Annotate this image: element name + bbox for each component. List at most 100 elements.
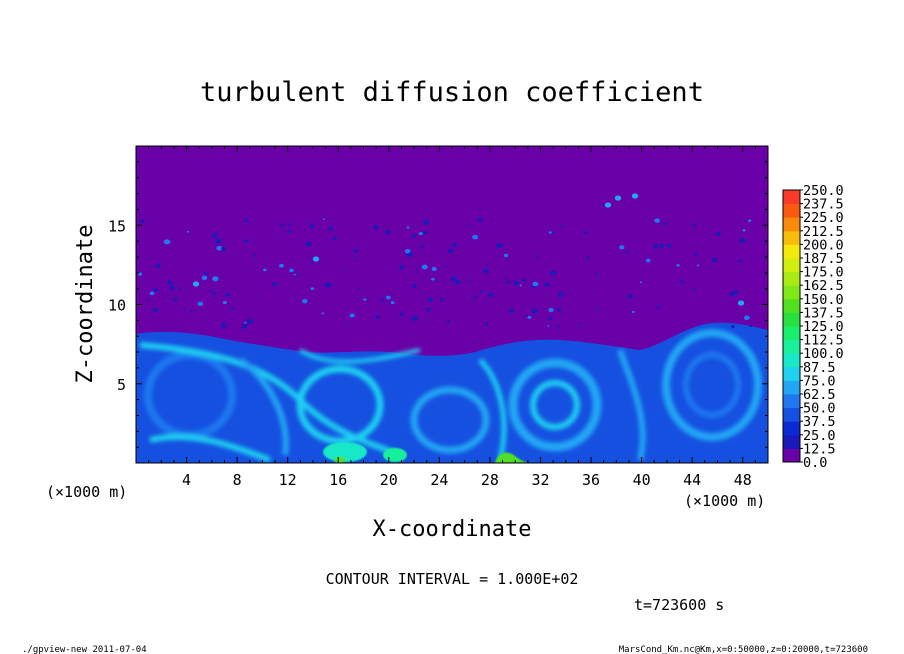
- colorbar-label: 225.0: [803, 210, 844, 226]
- eddy-blob: [324, 282, 332, 288]
- eddy-blob: [421, 264, 428, 270]
- eddy-blob: [477, 218, 483, 222]
- eddy-blob: [729, 291, 736, 297]
- x-tick-label: 20: [380, 471, 398, 489]
- eddy-blob: [447, 248, 454, 254]
- x-tick-label: 40: [633, 471, 651, 489]
- x-tick-label: 48: [734, 471, 752, 489]
- eddy-blob: [711, 257, 718, 263]
- eddy-blob: [296, 274, 300, 277]
- y-tick-label: 10: [108, 297, 126, 315]
- eddy-blob: [676, 263, 680, 267]
- eddy-blob: [220, 323, 227, 328]
- eddy-blob: [152, 307, 158, 313]
- eddy-blob: [479, 290, 483, 293]
- eddy-blob: [230, 307, 235, 310]
- eddy-blob: [749, 325, 753, 328]
- eddy-blob: [733, 290, 739, 294]
- y-axis: 5 10 15: [108, 161, 768, 448]
- eddy-blob: [155, 263, 162, 268]
- eddy-blob: [289, 268, 294, 273]
- eddy-blob: [224, 292, 231, 297]
- eddy-blob: [619, 245, 625, 250]
- eddy-blob: [309, 224, 315, 229]
- eddy-blob: [385, 295, 391, 300]
- colorbar-label: 250.0: [803, 183, 844, 199]
- plot-area: [136, 146, 768, 463]
- eddy-blob: [426, 308, 431, 312]
- eddy-blob: [241, 324, 248, 329]
- eddy-blob: [411, 234, 416, 238]
- colorbar-band: [783, 258, 800, 273]
- eddy-blob: [631, 193, 639, 199]
- eddy-blob: [519, 284, 522, 287]
- eddy-blob: [153, 287, 158, 292]
- eddy-blob: [484, 322, 488, 326]
- eddy-blob: [404, 248, 411, 254]
- eddy-blob: [548, 308, 554, 313]
- eddy-blob: [472, 234, 479, 240]
- eddy-blob: [487, 292, 494, 298]
- eddy-blob: [147, 299, 150, 302]
- eddy-blob: [244, 218, 249, 223]
- eddy-blob: [431, 266, 437, 271]
- colorbar-band: [783, 394, 800, 409]
- eddy-blob: [167, 280, 173, 285]
- colorbar-band: [783, 448, 800, 463]
- eddy-blob: [482, 268, 489, 274]
- eddy-blob: [374, 315, 380, 319]
- eddy-blob: [548, 231, 552, 234]
- eddy-blob: [654, 218, 660, 223]
- eddy-blob: [656, 306, 660, 309]
- eddy-blob: [427, 297, 433, 302]
- colorbar-label: 87.5: [803, 360, 836, 376]
- eddy-blob: [692, 288, 696, 291]
- x-tick-label: 32: [531, 471, 549, 489]
- x-tick-label: 36: [582, 471, 600, 489]
- eddy-blob: [645, 258, 651, 263]
- colorbar-label: 162.5: [803, 278, 844, 294]
- eddy-blob: [253, 254, 257, 258]
- colorbar-label: 125.0: [803, 319, 844, 335]
- eddy-blob: [182, 308, 186, 311]
- eddy-blob: [173, 297, 178, 301]
- colorbar-band: [783, 421, 800, 436]
- eddy-blob: [743, 315, 750, 321]
- colorbar-band: [783, 190, 800, 205]
- eddy-blob: [504, 278, 507, 281]
- eddy-blob: [513, 281, 520, 286]
- eddy-blob: [748, 219, 752, 222]
- contour-interval: CONTOUR INTERVAL = 1.000E+02: [326, 570, 579, 588]
- eddy-blob: [380, 298, 384, 302]
- colorbar-band: [783, 244, 800, 259]
- colorbar-band: [783, 434, 800, 449]
- eddy-blob: [455, 279, 462, 285]
- eddy-blob: [430, 277, 435, 281]
- eddy-blob: [583, 231, 587, 235]
- y-tick-label: 15: [108, 217, 126, 235]
- footer-left: ./gpview-new 2011-07-04: [22, 645, 147, 654]
- eddy-blob: [390, 301, 395, 305]
- eddy-blob: [305, 222, 308, 225]
- eddy-blob: [209, 290, 212, 293]
- eddy-blob: [192, 281, 200, 287]
- x-axis-label: X-coordinate: [373, 517, 532, 542]
- eddy-blob: [549, 270, 557, 276]
- eddy-blob: [214, 238, 222, 244]
- eddy-blob: [343, 270, 346, 273]
- eddy-blob: [286, 229, 292, 234]
- eddy-blob: [321, 312, 325, 315]
- colorbar-label: 100.0: [803, 346, 844, 362]
- eddy-blob: [278, 263, 284, 268]
- eddy-blob: [468, 224, 471, 227]
- colorbar-band: [783, 271, 800, 286]
- eddy-blob: [468, 280, 471, 283]
- eddy-blob: [411, 284, 417, 288]
- eddy-blob: [666, 243, 672, 248]
- colorbar-band: [783, 203, 800, 218]
- eddy-blob: [731, 325, 735, 328]
- colorbar-label: 0.0: [803, 455, 827, 471]
- eddy-blob: [212, 291, 217, 295]
- eddy-blob: [419, 245, 424, 249]
- eddy-blob: [715, 231, 722, 237]
